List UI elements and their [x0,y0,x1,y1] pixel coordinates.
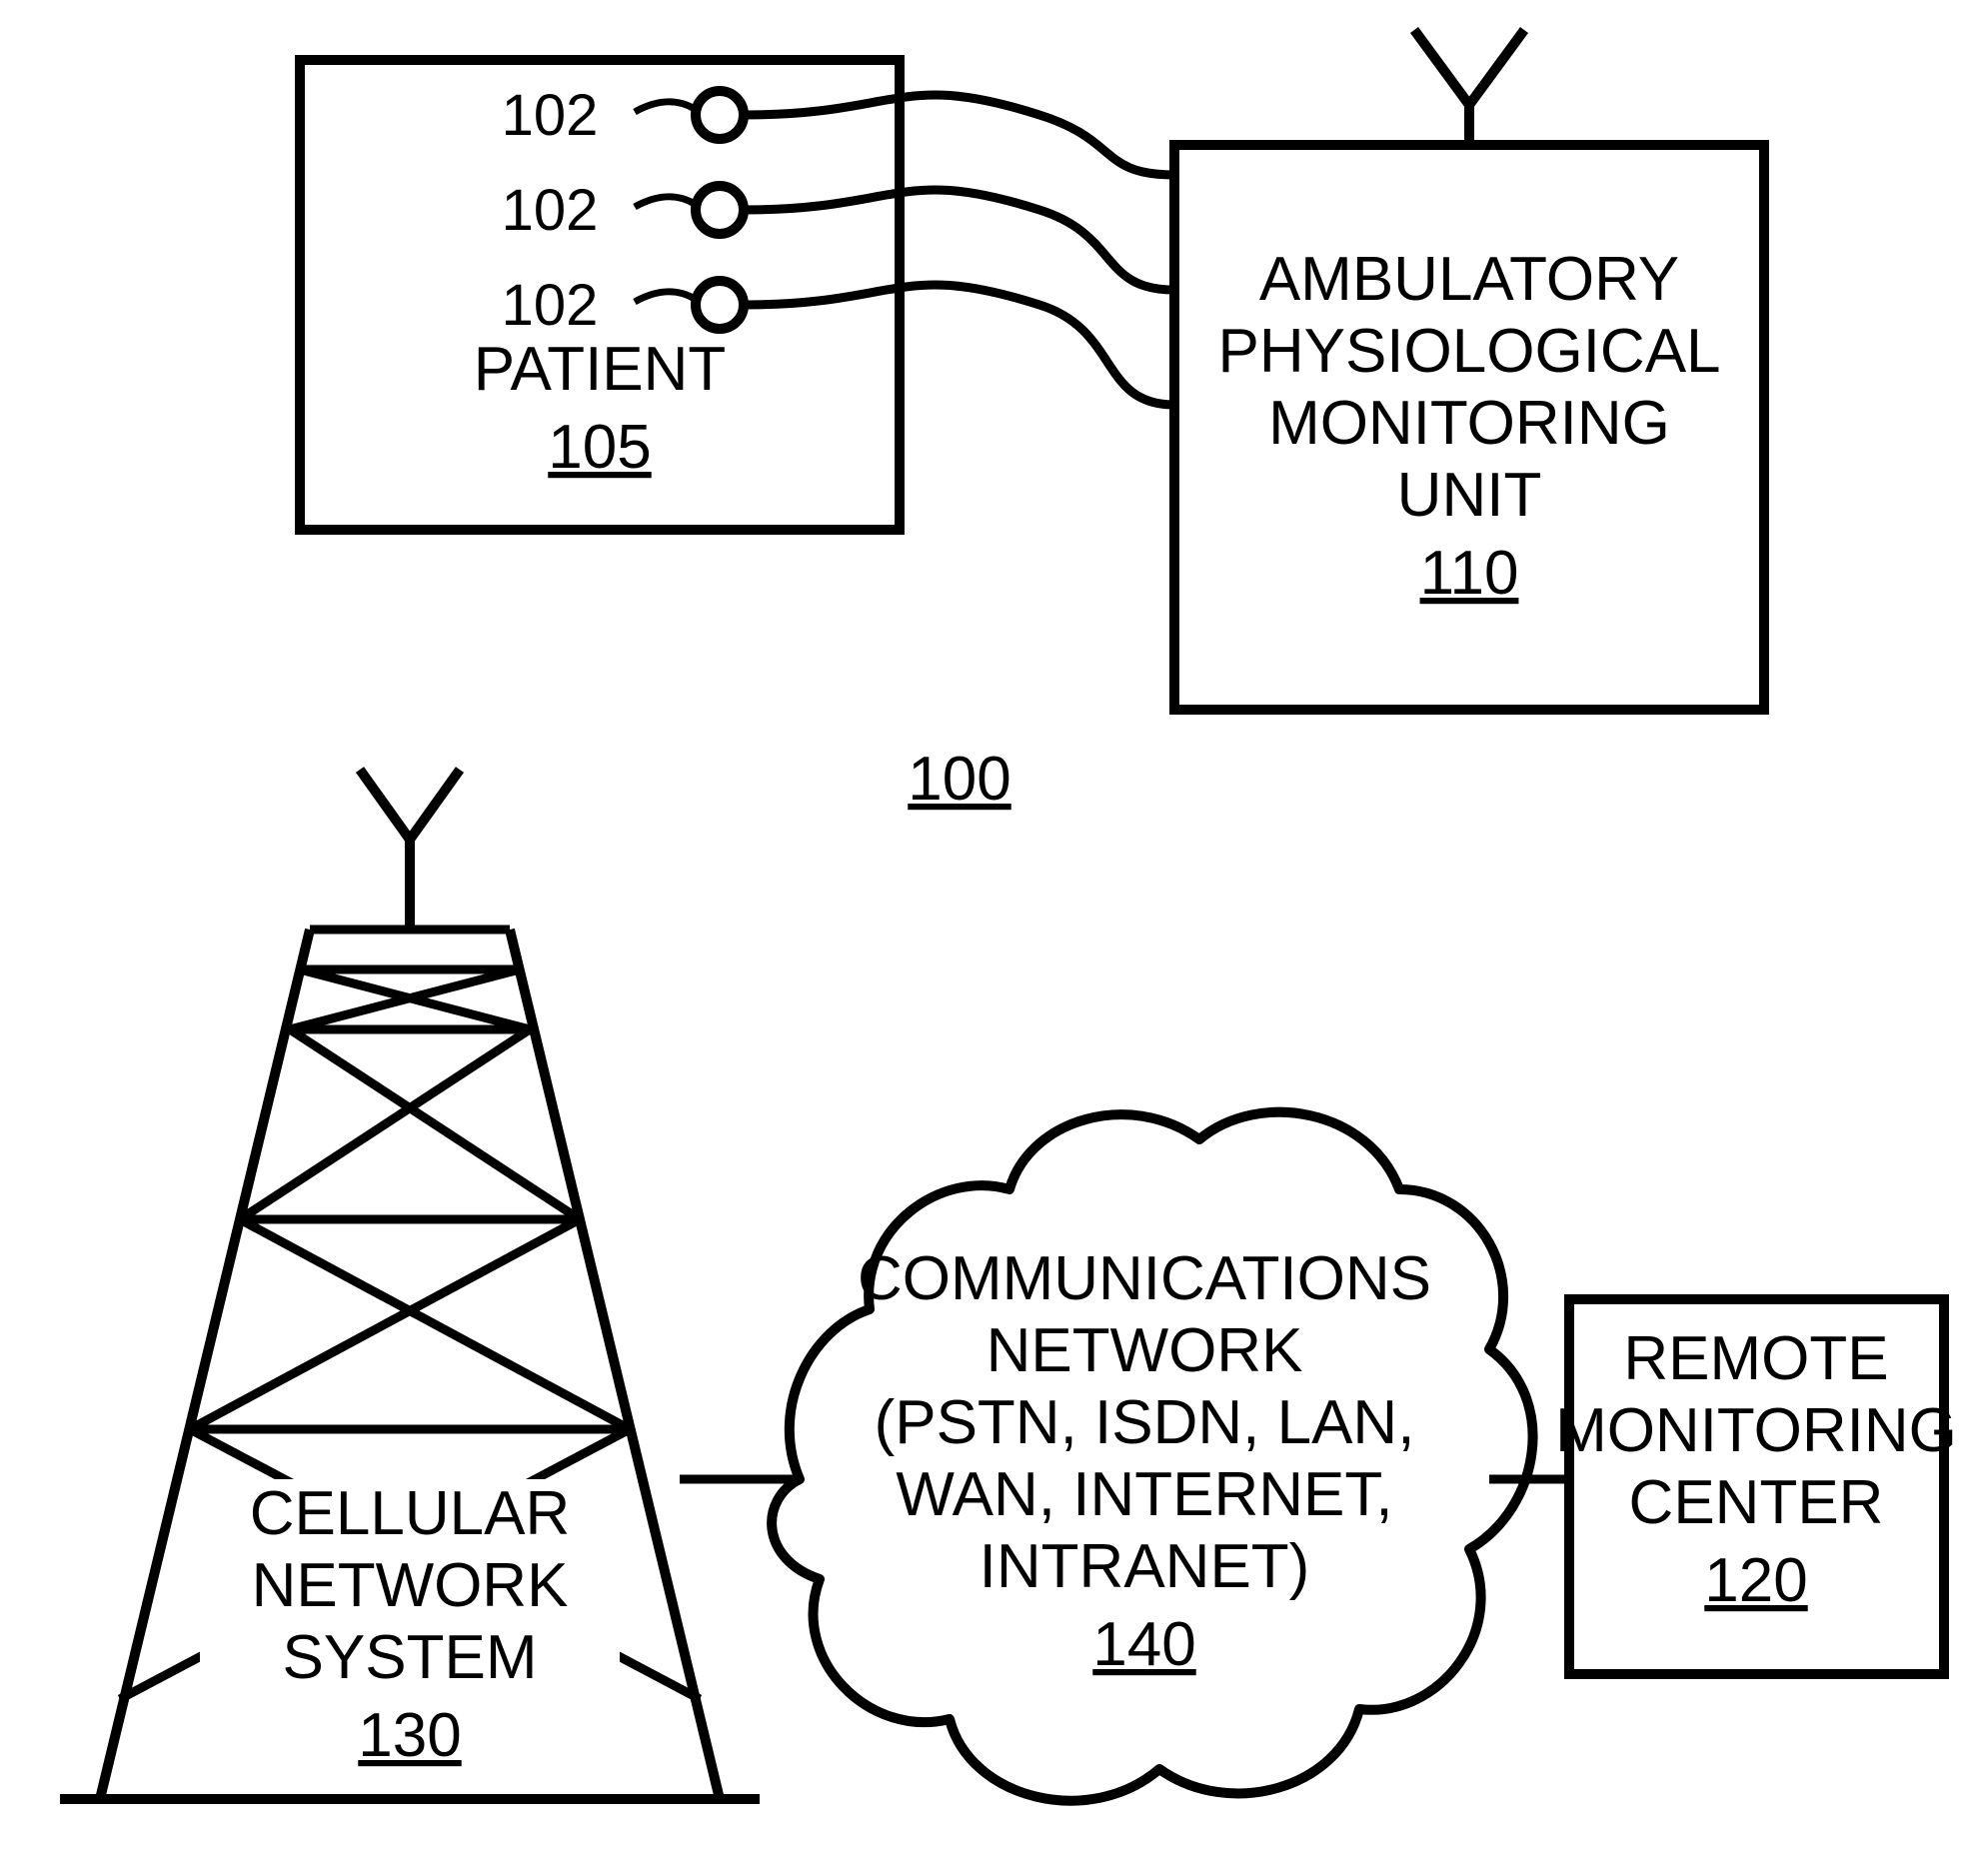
svg-text:102: 102 [502,178,599,243]
svg-text:CENTER: CENTER [1629,1468,1884,1537]
svg-text:PATIENT: PATIENT [474,335,727,404]
svg-text:130: 130 [358,1701,461,1770]
svg-text:120: 120 [1704,1546,1807,1615]
remote-block: REMOTEMONITORINGCENTER 120 [1555,1299,1957,1674]
sensor-wire-0 [745,95,1174,175]
svg-text:110: 110 [1420,539,1519,608]
svg-text:102: 102 [502,273,599,338]
monitor-block: AMBULATORYPHYSIOLOGICALMONITORINGUNIT 110 [1174,30,1764,710]
cloud-block: COMMUNICATIONSNETWORK(PSTN, ISDN, LAN,WA… [772,1112,1532,1801]
svg-text:SYSTEM: SYSTEM [283,1623,538,1692]
svg-text:100: 100 [908,745,1010,814]
svg-text:NETWORK: NETWORK [986,1316,1303,1385]
svg-text:PHYSIOLOGICAL: PHYSIOLOGICAL [1217,317,1720,386]
sensor-wire-1 [745,190,1174,290]
svg-text:AMBULATORY: AMBULATORY [1259,245,1679,314]
svg-text:UNIT: UNIT [1397,461,1542,530]
svg-text:INTRANET): INTRANET) [980,1532,1310,1601]
svg-text:COMMUNICATIONS: COMMUNICATIONS [858,1244,1431,1313]
patient-block: PATIENT 105 [300,60,900,530]
sensor-2: 102 [502,273,744,338]
sensor-wire-2 [745,285,1174,405]
svg-text:WAN, INTERNET,: WAN, INTERNET, [896,1460,1392,1529]
svg-text:MONITORING: MONITORING [1555,1396,1957,1465]
svg-text:105: 105 [548,413,651,482]
sensor-1: 102 [502,178,744,243]
svg-text:MONITORING: MONITORING [1268,389,1670,458]
svg-text:(PSTN, ISDN, LAN,: (PSTN, ISDN, LAN, [875,1388,1415,1457]
svg-text:REMOTE: REMOTE [1623,1324,1888,1393]
svg-text:NETWORK: NETWORK [252,1551,569,1620]
sensor-0: 102 [502,83,744,148]
svg-text:140: 140 [1092,1610,1195,1679]
tower-block: CELLULARNETWORKSYSTEM 130 [60,770,760,1799]
svg-text:CELLULAR: CELLULAR [250,1479,570,1548]
svg-text:102: 102 [502,83,599,148]
